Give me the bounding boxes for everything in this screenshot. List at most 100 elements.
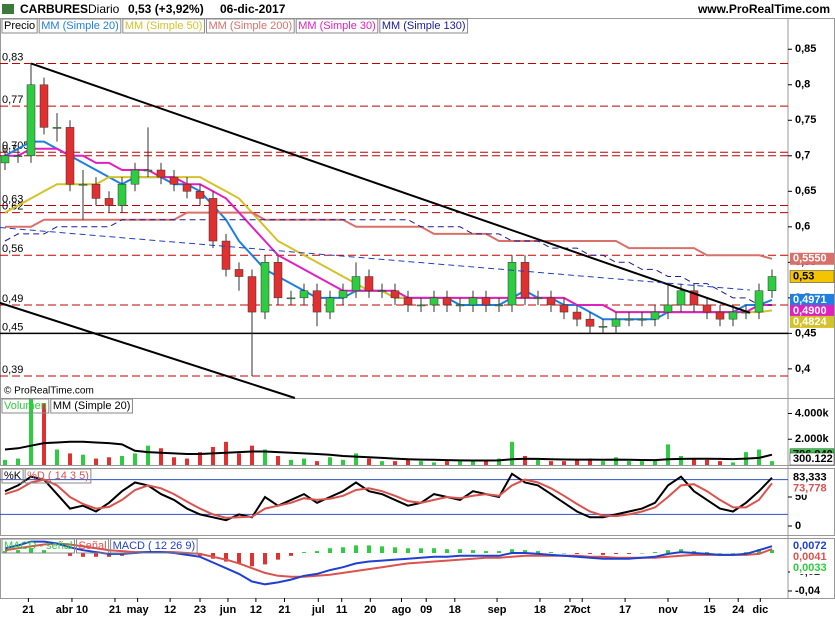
histogram-bar — [224, 553, 228, 562]
histogram-bar — [523, 550, 527, 553]
volume-bar — [55, 449, 59, 465]
legend-entry: MM (Simple 130) — [382, 20, 466, 32]
histogram-bar — [666, 550, 670, 553]
level-label: 0,7 — [2, 144, 17, 156]
x-tick-label: 21 — [22, 604, 34, 616]
symbol: CARBURES — [20, 2, 88, 16]
legend-entry: MM (Simple 20) — [41, 20, 119, 32]
date: 06-dic-2017 — [220, 2, 286, 16]
value-box-label: 0,5550 — [793, 253, 827, 265]
histogram-bar — [250, 553, 254, 567]
legend-entry: Precio — [4, 20, 35, 32]
volume-bar — [614, 457, 618, 465]
candle-body — [611, 318, 621, 327]
histogram-bar — [328, 548, 332, 553]
level-label: 0,49 — [2, 293, 23, 305]
candle-body — [559, 304, 569, 313]
volume-bar — [185, 458, 189, 465]
legend-box — [295, 18, 379, 34]
histogram-bar — [302, 552, 306, 553]
histogram-bar — [718, 553, 722, 554]
volume-bar — [94, 458, 98, 465]
y-tick-label: 0,45 — [795, 327, 816, 339]
x-tick-label: abr 10 — [56, 604, 88, 616]
candle-body — [351, 276, 361, 291]
candle-body — [572, 311, 582, 320]
candle-body — [156, 169, 166, 178]
x-tick-label: nov — [658, 604, 678, 616]
volume-bar — [419, 461, 423, 465]
candle-body — [91, 183, 101, 199]
histogram-bar — [770, 549, 774, 553]
y-tick-label: 0,75 — [795, 114, 816, 126]
x-tick-label: ago — [392, 604, 412, 616]
level-label: 0,83 — [2, 51, 23, 63]
histogram-bar — [627, 553, 631, 554]
trendline — [30, 62, 751, 314]
volume-bar — [588, 458, 592, 465]
histogram-bar — [81, 553, 85, 557]
candle-body — [364, 276, 374, 291]
x-tick-label: jun — [219, 604, 237, 616]
value-box-label: 0,0041 — [793, 551, 827, 563]
level-label: 0,62 — [2, 201, 23, 213]
volume-bar — [679, 455, 683, 465]
legend-entry: Señal — [78, 540, 106, 552]
value-box — [790, 551, 834, 564]
oscillator-line — [4, 472, 773, 522]
y-tick-label: 0,65 — [795, 185, 816, 197]
volume-bar — [536, 459, 540, 465]
legend-entry: %K — [4, 470, 22, 482]
y-tick-label: 0 — [795, 520, 801, 532]
histogram-bar — [471, 550, 475, 553]
volume-bar — [211, 446, 215, 465]
x-tick-label: 21 — [109, 604, 121, 616]
volume-bar — [107, 457, 111, 465]
legend-box — [379, 18, 469, 34]
histogram-bar — [29, 548, 33, 553]
volume-bar — [510, 441, 514, 465]
value-box-label: 83,333 — [793, 472, 827, 484]
volume-bar — [523, 455, 527, 465]
candle-body — [546, 297, 556, 306]
candle-body — [65, 127, 75, 185]
candle-body — [442, 297, 452, 306]
volume-bar — [250, 445, 254, 465]
candle-body — [585, 318, 595, 327]
histogram-bar — [510, 549, 514, 553]
volume-bar — [302, 458, 306, 465]
volume-bar — [666, 444, 670, 465]
histogram-bar — [744, 552, 748, 553]
oscillator-line — [4, 478, 773, 519]
histogram-bar — [68, 553, 72, 556]
y-tick-label: 0,85 — [795, 43, 816, 55]
x-tick-label: dic — [752, 604, 768, 616]
candle-body — [130, 169, 140, 185]
value-box-label: 73,778 — [793, 483, 827, 495]
candle-body — [208, 198, 218, 242]
y-tick-label: 0,6 — [795, 221, 810, 233]
x-tick-label: 18 — [449, 604, 461, 616]
histogram-bar — [575, 553, 579, 554]
period: Diario — [88, 2, 120, 16]
candle-body — [754, 290, 764, 313]
x-tick-label: 20 — [364, 604, 376, 616]
candle-body — [728, 311, 738, 320]
volume-bar — [263, 449, 267, 465]
y-tick-label: 0,8 — [795, 79, 810, 91]
candle-body — [429, 297, 439, 306]
logo-icon — [2, 4, 14, 14]
volume-bar — [354, 453, 358, 465]
volume-bar — [133, 453, 137, 465]
legend-entry: MACD ( 12 26 9) — [113, 540, 196, 552]
x-tick-label: sep — [488, 604, 507, 616]
x-tick-label: 21 — [278, 604, 290, 616]
histogram-bar — [237, 553, 241, 564]
trendline — [0, 301, 296, 399]
histogram-bar — [16, 550, 20, 553]
volume-bar — [692, 458, 696, 465]
histogram-bar — [94, 553, 98, 557]
x-tick-label: 12 — [250, 604, 262, 616]
volume-bar — [562, 461, 566, 465]
legend-entry: MM (Simple 200) — [208, 20, 292, 32]
